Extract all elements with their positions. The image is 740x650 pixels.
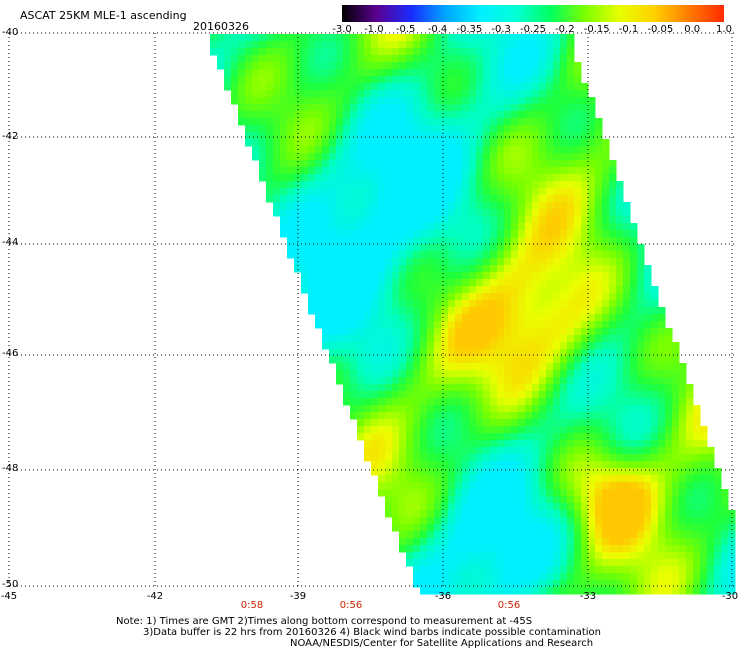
colorbar-tick-label: -0.4 [427,24,448,35]
swath-cells [210,34,736,595]
note-line-2: 3)Data buffer is 22 hrs from 20160326 4)… [143,627,601,638]
colorbar-gradient [342,5,724,22]
colorbar-tick-label: -0.15 [583,24,610,35]
lat-label: -42 [2,131,19,142]
lon-label: -36 [434,591,452,602]
lat-label: -44 [2,237,19,248]
colorbar-tick-label: -0.2 [555,24,575,35]
colorbar-tick-label: -1.0 [364,24,384,35]
time-label: 0:56 [339,600,363,611]
lat-label: -48 [2,463,19,474]
grid-lines [8,32,734,588]
colorbar-tick-label: -0.3 [491,24,511,35]
colorbar-tick-label: -0.35 [456,24,483,35]
time-label: 0:56 [497,600,521,611]
lat-label: -40 [2,27,19,38]
lon-label: -42 [146,591,164,602]
colorbar-tick-label: -0.5 [395,24,416,35]
colorbar-labels: -3.0 -1.0 -0.5 -0.4 -0.35 -0.3 -0.25 -0.2 -0.15-… [330,24,740,36]
colorbar-tick-label: -0.25 [520,24,546,35]
colorbar-tick-label: -0.1 [618,24,639,35]
note-line-1: Note: 1) Times are GMT 2)Times along bot… [116,616,533,627]
colorbar [342,5,724,22]
colorbar-tick-label: -0.05 [647,24,674,35]
colorbar-tick-label: -3.0 [332,24,352,35]
lat-label: -46 [2,348,19,359]
lat-label: -50 [2,579,19,590]
colorbar-tick-label: 1.0 [716,24,732,35]
lon-label: -45 [0,591,18,602]
map-title: ASCAT 25KM MLE-1 ascending [20,9,187,22]
lon-label: -39 [289,591,307,602]
map-date: 20160326 [193,20,249,33]
colorbar-tick-label: 0.0 [684,24,701,35]
note-line-3: NOAA/NESDIS/Center for Satellite Applica… [290,638,594,649]
lon-label: -33 [579,591,597,602]
lon-label: -30 [721,591,739,602]
time-label: 0:58 [240,600,264,611]
